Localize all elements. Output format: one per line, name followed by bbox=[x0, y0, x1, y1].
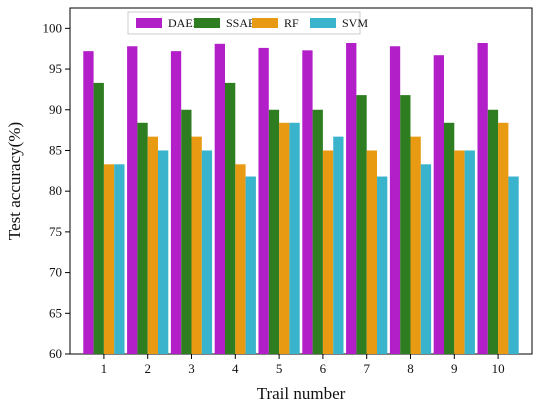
y-tick-label: 70 bbox=[49, 265, 62, 280]
bar-ssae-6 bbox=[312, 109, 323, 354]
bar-svm-5 bbox=[289, 122, 300, 354]
legend-label-svm: SVM bbox=[342, 16, 368, 30]
bar-ssae-3 bbox=[181, 109, 192, 354]
x-axis: 1 2 3 4 5 6 7 8 9 10 bbox=[101, 354, 505, 376]
y-tick-label: 65 bbox=[49, 305, 62, 320]
x-axis-title: Trail number bbox=[257, 384, 346, 403]
y-axis-title: Test accuracy(%) bbox=[5, 122, 24, 240]
y-tick-label: 75 bbox=[49, 224, 62, 239]
bar-svm-3 bbox=[201, 150, 213, 354]
x-tick-label: 9 bbox=[451, 361, 458, 376]
bar-ssae-9 bbox=[443, 122, 455, 354]
bar-daen-3 bbox=[170, 51, 182, 355]
bar-rf-6 bbox=[322, 150, 334, 354]
bar-ssae-2 bbox=[137, 122, 148, 354]
y-tick-label: 85 bbox=[49, 142, 62, 157]
y-tick-label: 80 bbox=[49, 183, 62, 198]
y-tick-label: 90 bbox=[49, 102, 62, 117]
bar-daen-1 bbox=[83, 51, 94, 355]
bar-rf-8 bbox=[410, 136, 421, 354]
bar-ssae-4 bbox=[224, 82, 236, 354]
bar-svm-4 bbox=[245, 176, 256, 354]
legend: DAEN SSAE RF SVM bbox=[127, 11, 368, 35]
bar-rf-7 bbox=[366, 150, 378, 354]
bar-ssae-10 bbox=[487, 109, 499, 354]
legend-swatch-svm bbox=[310, 18, 336, 28]
legend-label-rf: RF bbox=[284, 16, 299, 30]
bar-ssae-8 bbox=[400, 95, 411, 354]
bar-svm-2 bbox=[158, 150, 169, 354]
bar-ssae-5 bbox=[268, 109, 280, 354]
legend-label-daen: DAEN bbox=[168, 16, 202, 30]
x-tick-label: 5 bbox=[276, 361, 283, 376]
bar-daen-6 bbox=[302, 50, 313, 355]
bar-rf-10 bbox=[498, 122, 509, 354]
x-tick-label: 3 bbox=[188, 361, 195, 376]
bar-rf-4 bbox=[235, 164, 246, 354]
y-tick-label: 100 bbox=[43, 20, 63, 35]
legend-swatch-daen bbox=[136, 18, 162, 28]
y-tick-label: 60 bbox=[49, 346, 62, 361]
bar-svm-6 bbox=[333, 136, 344, 354]
legend-swatch-ssae bbox=[194, 18, 220, 28]
y-tick-label: 95 bbox=[49, 61, 62, 76]
x-tick-label: 10 bbox=[492, 361, 505, 376]
bar-daen-8 bbox=[389, 46, 401, 355]
legend-label-ssae: SSAE bbox=[226, 16, 255, 30]
x-tick-label: 6 bbox=[320, 361, 327, 376]
bar-svm-7 bbox=[377, 176, 388, 354]
bar-ssae-1 bbox=[93, 82, 104, 354]
bar-rf-2 bbox=[147, 136, 159, 354]
x-tick-label: 2 bbox=[144, 361, 151, 376]
bar-svm-8 bbox=[420, 164, 432, 354]
bar-svm-9 bbox=[464, 150, 475, 354]
x-tick-label: 1 bbox=[101, 361, 108, 376]
bar-svm-1 bbox=[114, 164, 125, 354]
legend-box bbox=[127, 11, 361, 35]
bar-rf-3 bbox=[191, 136, 202, 354]
bar-daen-7 bbox=[346, 43, 357, 355]
x-tick-label: 4 bbox=[232, 361, 239, 376]
bar-daen-9 bbox=[433, 55, 444, 355]
bar-daen-10 bbox=[477, 43, 488, 355]
bar-ssae-7 bbox=[356, 95, 367, 354]
bar-daen-5 bbox=[258, 47, 269, 355]
bar-rf-1 bbox=[103, 164, 115, 354]
bar-daen-2 bbox=[127, 46, 138, 355]
bar-svm-10 bbox=[508, 176, 519, 354]
bar-daen-4 bbox=[214, 43, 225, 355]
bar-rf-9 bbox=[454, 150, 465, 354]
legend-swatch-rf bbox=[252, 18, 278, 28]
x-tick-label: 8 bbox=[407, 361, 414, 376]
x-tick-label: 7 bbox=[363, 361, 370, 376]
bars-group bbox=[83, 43, 519, 355]
y-axis: 60 65 70 75 80 85 90 95 100 bbox=[43, 20, 70, 361]
bar-rf-5 bbox=[279, 122, 290, 354]
